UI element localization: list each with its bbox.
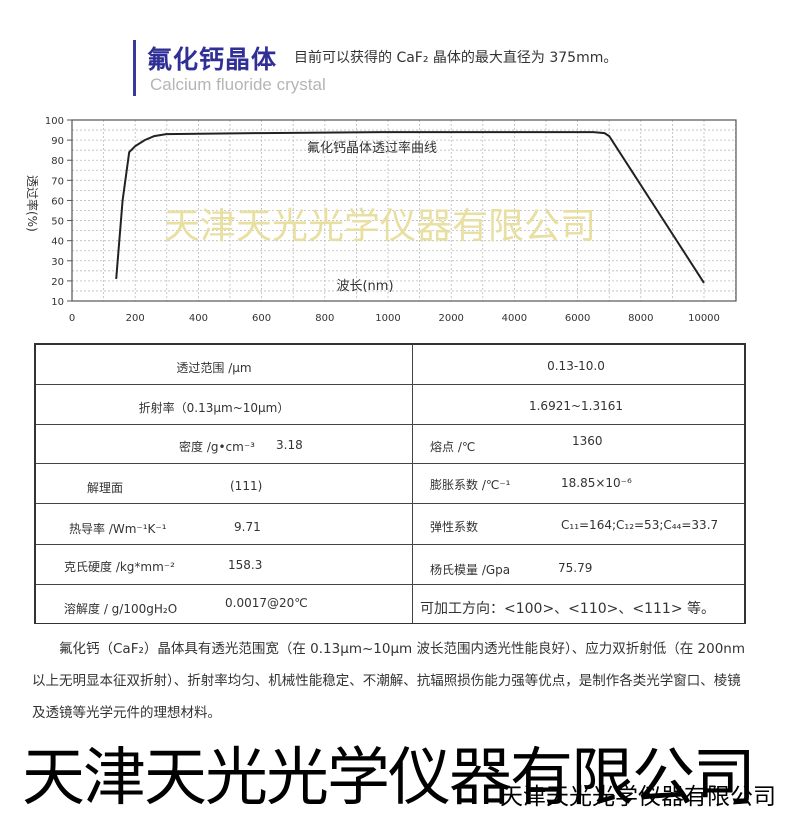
thermal-conductivity-label: 热导率 /Wm⁻¹K⁻¹ bbox=[69, 522, 167, 536]
chart-watermark: 天津天光光学仪器有限公司 bbox=[164, 206, 596, 247]
x-tick-label: 600 bbox=[252, 313, 271, 324]
expansion-coefficient-value: 18.85×10⁻⁶ bbox=[561, 476, 632, 490]
x-tick-label: 2000 bbox=[438, 313, 463, 324]
density-value: 3.18 bbox=[276, 438, 303, 452]
x-tick-label: 200 bbox=[126, 313, 145, 324]
solubility-value: 0.0017@20℃ bbox=[225, 596, 308, 610]
y-axis-label: 透过率(%) bbox=[25, 175, 40, 232]
solubility-label: 溶解度 / g/100gH₂O bbox=[64, 602, 178, 616]
youngs-modulus-label: 杨氏模量 /Gpa bbox=[430, 563, 511, 577]
x-tick-label: 8000 bbox=[628, 313, 653, 324]
header-description: 目前可以获得的 CaF₂ 晶体的最大直径为 375mm。 bbox=[294, 50, 618, 66]
english-subtitle: Calcium fluoride crystal bbox=[150, 75, 326, 94]
company-watermark-small: 天津天光光学仪器有限公司 bbox=[500, 784, 776, 810]
knoop-hardness-label: 克氏硬度 /kg*mm⁻² bbox=[64, 560, 175, 574]
header-accent-bar bbox=[133, 40, 136, 96]
melting-point-label: 熔点 /℃ bbox=[430, 440, 476, 454]
chart-title: 氟化钙晶体透过率曲线 bbox=[307, 140, 437, 156]
melting-point-value: 1360 bbox=[572, 434, 603, 448]
y-tick-label: 50 bbox=[51, 217, 64, 228]
y-tick-label: 10 bbox=[51, 297, 64, 308]
plot-frame bbox=[71, 119, 737, 302]
machining-orientation-text: 可加工方向：<100>、<110>、<111> 等。 bbox=[420, 601, 715, 617]
page-title: 氟化钙晶体 bbox=[147, 45, 278, 74]
properties-table: 透过范围 /μm 0.13-10.0 折射率（0.13μm~10μm） 1.69… bbox=[34, 343, 746, 624]
x-tick-label: 1000 bbox=[375, 313, 400, 324]
column-divider bbox=[412, 345, 413, 623]
y-tick-label: 70 bbox=[51, 176, 64, 187]
cleavage-plane-label: 解理面 bbox=[87, 481, 124, 495]
transmission-range-value: 0.13-10.0 bbox=[547, 359, 605, 373]
refractive-index-value: 1.6921~1.3161 bbox=[528, 399, 624, 413]
cleavage-plane-value: (111) bbox=[230, 479, 263, 493]
density-label: 密度 /g•cm⁻³ bbox=[179, 440, 255, 454]
y-tick-label: 30 bbox=[51, 257, 64, 268]
x-tick-label: 400 bbox=[189, 313, 208, 324]
transmission-range-label: 透过范围 /μm bbox=[176, 361, 252, 375]
y-tick-label: 40 bbox=[51, 237, 64, 248]
expansion-coefficient-label: 膨胀系数 /℃⁻¹ bbox=[430, 478, 511, 492]
youngs-modulus-value: 75.79 bbox=[558, 561, 593, 575]
y-tick-label: 90 bbox=[51, 136, 64, 147]
description-paragraph: 氟化钙（CaF₂）晶体具有透光范围宽（在 0.13μm~10μm 波长范围内透光… bbox=[32, 641, 746, 721]
y-tick-label: 20 bbox=[51, 277, 64, 288]
y-tick-label: 80 bbox=[51, 156, 64, 167]
x-tick-label: 10000 bbox=[688, 313, 720, 324]
y-tick-label: 100 bbox=[45, 116, 64, 127]
x-tick-label: 4000 bbox=[502, 313, 527, 324]
thermal-conductivity-value: 9.71 bbox=[234, 520, 261, 534]
transmission-curve bbox=[115, 131, 705, 284]
x-axis-label: 波长(nm) bbox=[336, 279, 393, 294]
y-tick-label: 60 bbox=[51, 196, 64, 207]
transmission-chart: 天津天光光学仪器有限公司 0 200 400 600 800 1000 2000 4000 60… bbox=[25, 116, 737, 324]
elastic-coefficient-value: C₁₁=164;C₁₂=53;C₄₄=33.7 bbox=[561, 518, 719, 532]
knoop-hardness-value: 158.3 bbox=[228, 558, 263, 572]
x-tick-label: 6000 bbox=[565, 313, 590, 324]
elastic-coefficient-label: 弹性系数 bbox=[430, 520, 479, 534]
x-tick-label: 0 bbox=[69, 313, 75, 324]
x-tick-label: 800 bbox=[315, 313, 334, 324]
refractive-index-label: 折射率（0.13μm~10μm） bbox=[138, 401, 290, 415]
